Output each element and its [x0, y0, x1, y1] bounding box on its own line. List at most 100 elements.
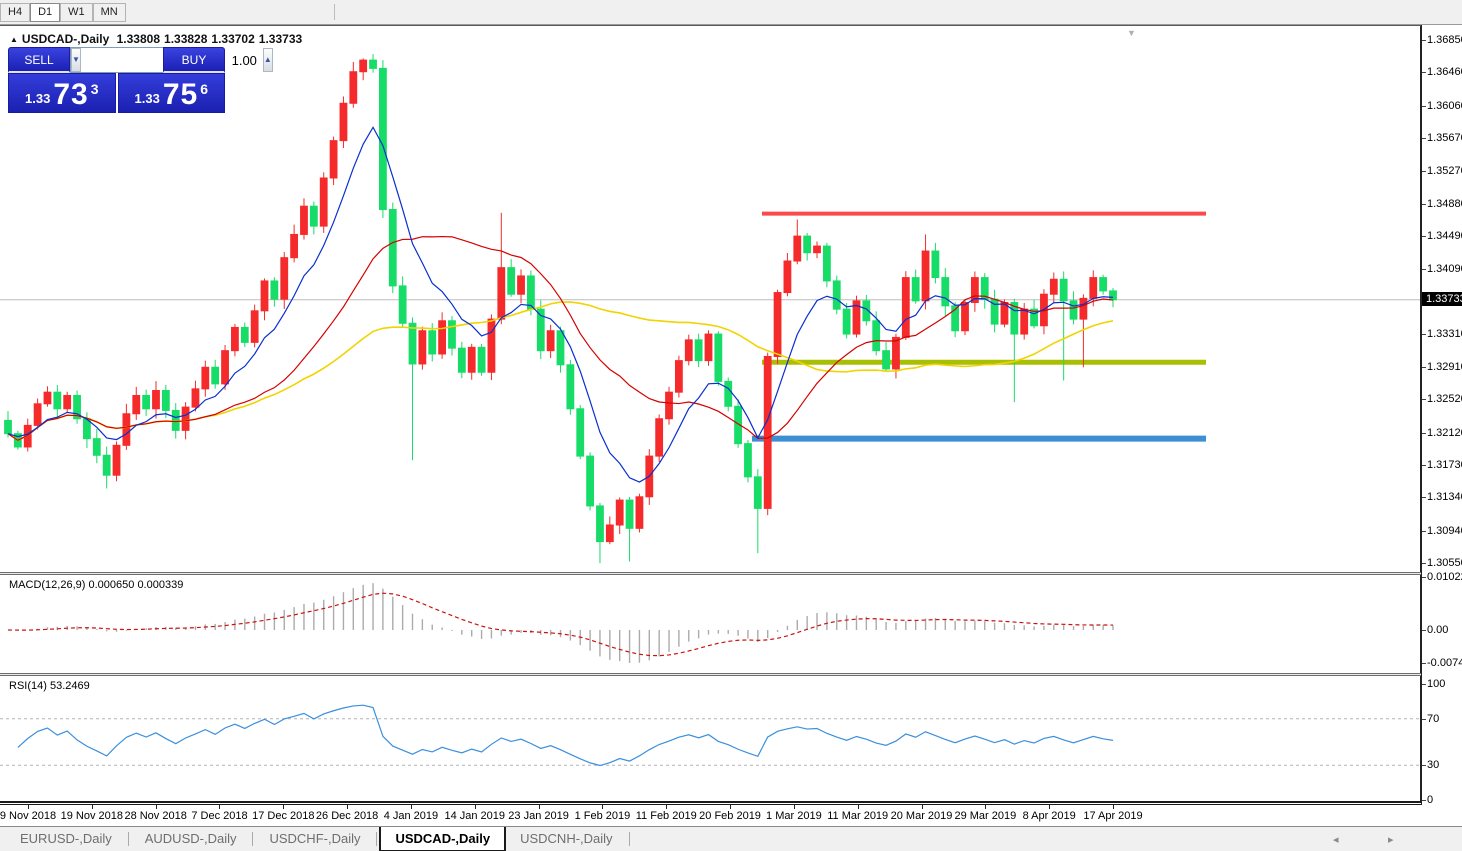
candle-up	[635, 493, 644, 533]
macd-chart	[7, 575, 1421, 673]
macd-signal-line	[7, 592, 1114, 657]
buy-button[interactable]: BUY	[163, 47, 225, 73]
candle-down	[369, 54, 377, 73]
axis-tick	[1422, 367, 1426, 369]
date-tick-label: 7 Dec 2018	[191, 810, 248, 822]
time-axis-tick	[666, 805, 668, 809]
candle-up	[961, 299, 969, 336]
candle-up	[260, 278, 269, 321]
time-axis-tick	[985, 805, 987, 809]
sell-price-box[interactable]: 1.33 73 3	[8, 73, 116, 113]
sell-button[interactable]: SELL	[8, 47, 70, 73]
candle-up	[674, 355, 683, 398]
date-tick-label: 11 Feb 2019	[635, 810, 697, 822]
axis-tick	[1422, 497, 1426, 499]
sell-price-prefix: 1.33	[25, 91, 51, 106]
candle-down	[1059, 271, 1068, 381]
chart-shift-marker-icon[interactable]: ▼	[1127, 28, 1136, 38]
rsi-indicator-panel[interactable]: RSI(14) 53.2469	[0, 676, 1421, 801]
panel-splitter[interactable]	[0, 572, 1462, 575]
candle-up	[763, 352, 772, 516]
macd-axis-min: -0.007477	[1427, 657, 1462, 669]
buy-price-box[interactable]: 1.33 75 6	[117, 73, 225, 113]
candle-down	[536, 300, 545, 360]
price-axis[interactable]: 1.36850 1.36460 1.36060 1.35670 1.35270 1.348…	[1421, 25, 1462, 806]
candle-up	[1049, 272, 1058, 303]
chart-tab-eurusd[interactable]: EURUSD-,Daily	[20, 831, 112, 846]
buy-price-big-digits: 75	[162, 78, 199, 111]
candle-down	[862, 295, 871, 326]
axis-tick	[1422, 171, 1426, 173]
ohlc-low: 1.33702	[211, 32, 255, 46]
axis-tick	[1422, 203, 1426, 205]
chart-tab-usdcad[interactable]: USDCAD-,Daily	[379, 827, 507, 851]
time-axis-tick	[602, 805, 604, 809]
axis-tick	[1422, 333, 1426, 335]
time-axis-tick	[538, 805, 540, 809]
price-tick-label: 1.32120	[1427, 426, 1462, 439]
price-chart[interactable]	[0, 26, 1421, 573]
macd-axis-max: 0.010229	[1427, 571, 1462, 583]
panel-splitter[interactable]	[0, 673, 1462, 676]
time-axis-tick	[410, 805, 412, 809]
collapse-triangle-icon[interactable]: ▲	[10, 35, 18, 44]
tab-divider	[376, 832, 378, 846]
candle-up	[546, 324, 555, 359]
ma-fast-line	[7, 126, 1114, 483]
axis-tick	[1422, 72, 1426, 74]
axis-tick	[1422, 432, 1426, 434]
macd-indicator-panel[interactable]: MACD(12,26,9) 0.000650 0.000339	[0, 575, 1421, 673]
chart-tab-usdchf[interactable]: USDCHF-,Daily	[269, 831, 361, 846]
sell-price-big-digits: 73	[53, 78, 89, 111]
axis-tick	[1422, 800, 1426, 801]
chart-tab-audusd[interactable]: AUDUSD-,Daily	[144, 831, 237, 846]
candle-down	[240, 322, 249, 348]
candle-down	[477, 343, 486, 376]
candle-up	[684, 334, 693, 366]
candle-up	[1079, 294, 1088, 368]
time-axis-tick	[91, 805, 93, 809]
candle-up	[63, 391, 72, 413]
candle-up	[132, 386, 141, 420]
timeframe-tab-mn[interactable]: MN	[92, 3, 126, 22]
time-axis-tick	[474, 805, 476, 809]
candle-down	[53, 385, 62, 419]
price-tick-label: 1.35670	[1427, 131, 1462, 144]
candle-down	[753, 469, 762, 554]
chart-tab-usdcnh[interactable]: USDCNH-,Daily	[520, 831, 613, 846]
candle-down	[102, 446, 111, 489]
tabs-scroll-left-icon[interactable]: ◂	[1333, 834, 1339, 846]
volume-decrease-button[interactable]: ▼	[71, 48, 81, 72]
candle-up	[497, 212, 506, 325]
main-chart-panel[interactable]: ▲ USDCAD-,Daily 1.33808 1.33828 1.33702 1.33…	[0, 25, 1421, 573]
sell-price-pip-digit: 3	[90, 81, 99, 97]
candle-up	[852, 295, 861, 338]
candle-down	[803, 232, 812, 261]
candle-down	[1099, 274, 1108, 295]
price-tick-label: 1.36850	[1427, 34, 1462, 46]
axis-tick	[1422, 465, 1426, 467]
candle-up	[783, 253, 792, 297]
chart-ohlc-header: ▲ USDCAD-,Daily 1.33808 1.33828 1.33702 1.33…	[10, 32, 306, 46]
candle-down	[980, 273, 989, 309]
candle-up	[250, 304, 259, 348]
candle-up	[112, 441, 121, 482]
date-tick-label: 19 Nov 2018	[60, 810, 124, 822]
candle-down	[832, 275, 841, 315]
tabs-scroll-right-icon[interactable]: ▸	[1388, 834, 1394, 846]
axis-tick	[1422, 235, 1426, 237]
candle-up	[221, 345, 229, 390]
panel-splitter[interactable]	[0, 801, 1462, 805]
timeframe-tab-h4[interactable]: H4	[0, 3, 31, 22]
candle-down	[596, 502, 604, 564]
timeframe-tab-w1[interactable]: W1	[60, 3, 93, 22]
candle-down	[576, 404, 585, 460]
time-axis-tick	[921, 805, 923, 809]
candle-up	[33, 398, 42, 430]
volume-increase-button[interactable]: ▲	[262, 48, 273, 72]
candle-up	[665, 386, 673, 425]
timeframe-tab-d1[interactable]: D1	[30, 3, 61, 22]
ma-mid-line	[7, 235, 1114, 442]
time-axis[interactable]: 9 Nov 2018 19 Nov 2018 28 Nov 2018 7 Dec 20…	[0, 805, 1421, 826]
